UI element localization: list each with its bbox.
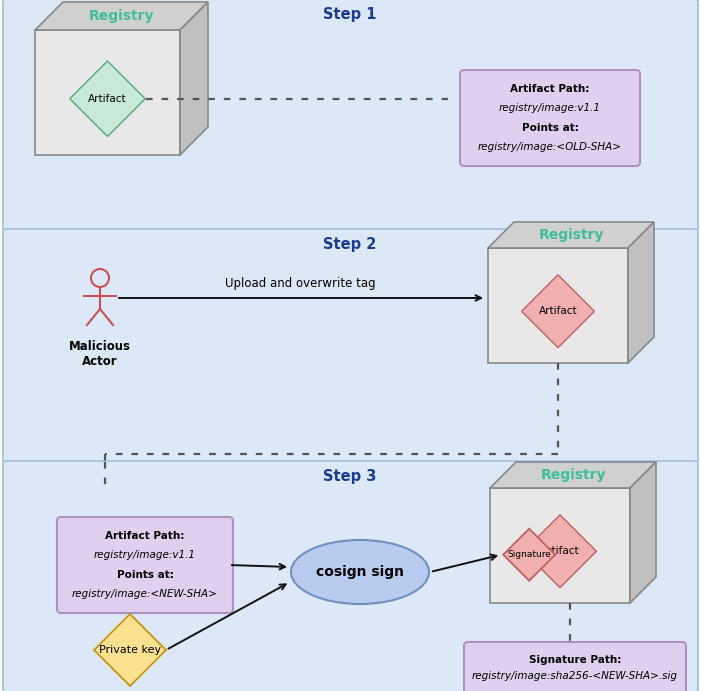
Text: Points at:: Points at:: [522, 122, 578, 133]
Text: Registry: Registry: [89, 9, 154, 23]
Text: Step 2: Step 2: [323, 236, 376, 252]
Polygon shape: [94, 614, 166, 686]
Text: Artifact: Artifact: [88, 94, 127, 104]
Text: Registry: Registry: [540, 468, 606, 482]
Text: Signature: Signature: [508, 550, 551, 559]
Polygon shape: [628, 222, 654, 363]
Text: registry/image:v1.1: registry/image:v1.1: [499, 104, 601, 113]
Polygon shape: [35, 30, 180, 155]
Text: Malicious
Actor: Malicious Actor: [69, 340, 131, 368]
FancyBboxPatch shape: [464, 642, 686, 691]
Polygon shape: [490, 462, 656, 488]
Text: registry/image:sha256-<NEW-SHA>.sig: registry/image:sha256-<NEW-SHA>.sig: [472, 672, 678, 681]
Text: registry/image:<OLD-SHA>: registry/image:<OLD-SHA>: [478, 142, 622, 152]
Polygon shape: [503, 529, 555, 580]
Polygon shape: [490, 488, 630, 603]
FancyBboxPatch shape: [57, 517, 233, 613]
Text: Artifact Path:: Artifact Path:: [105, 531, 184, 541]
FancyBboxPatch shape: [3, 0, 698, 231]
Polygon shape: [35, 2, 208, 30]
Text: Signature Path:: Signature Path:: [529, 654, 621, 665]
Polygon shape: [70, 61, 145, 136]
Text: registry/image:v1.1: registry/image:v1.1: [94, 551, 196, 560]
Polygon shape: [522, 275, 594, 348]
Polygon shape: [488, 222, 654, 248]
Text: Upload and overwrite tag: Upload and overwrite tag: [225, 277, 375, 290]
FancyBboxPatch shape: [460, 70, 640, 166]
Polygon shape: [630, 462, 656, 603]
Text: Artifact Path:: Artifact Path:: [510, 84, 590, 94]
Text: cosign sign: cosign sign: [316, 565, 404, 579]
Ellipse shape: [291, 540, 429, 604]
Polygon shape: [524, 515, 597, 587]
Text: registry/image:<NEW-SHA>: registry/image:<NEW-SHA>: [72, 589, 218, 598]
Text: Step 1: Step 1: [323, 6, 376, 21]
Text: Artifact: Artifact: [538, 306, 578, 316]
Text: Private key: Private key: [99, 645, 161, 655]
FancyBboxPatch shape: [3, 461, 698, 691]
Text: Step 3: Step 3: [323, 468, 376, 484]
Polygon shape: [488, 248, 628, 363]
Text: Registry: Registry: [538, 228, 604, 242]
Polygon shape: [180, 2, 208, 155]
Text: Artifact: Artifact: [540, 547, 579, 556]
Text: Points at:: Points at:: [116, 569, 173, 580]
FancyBboxPatch shape: [3, 229, 698, 463]
